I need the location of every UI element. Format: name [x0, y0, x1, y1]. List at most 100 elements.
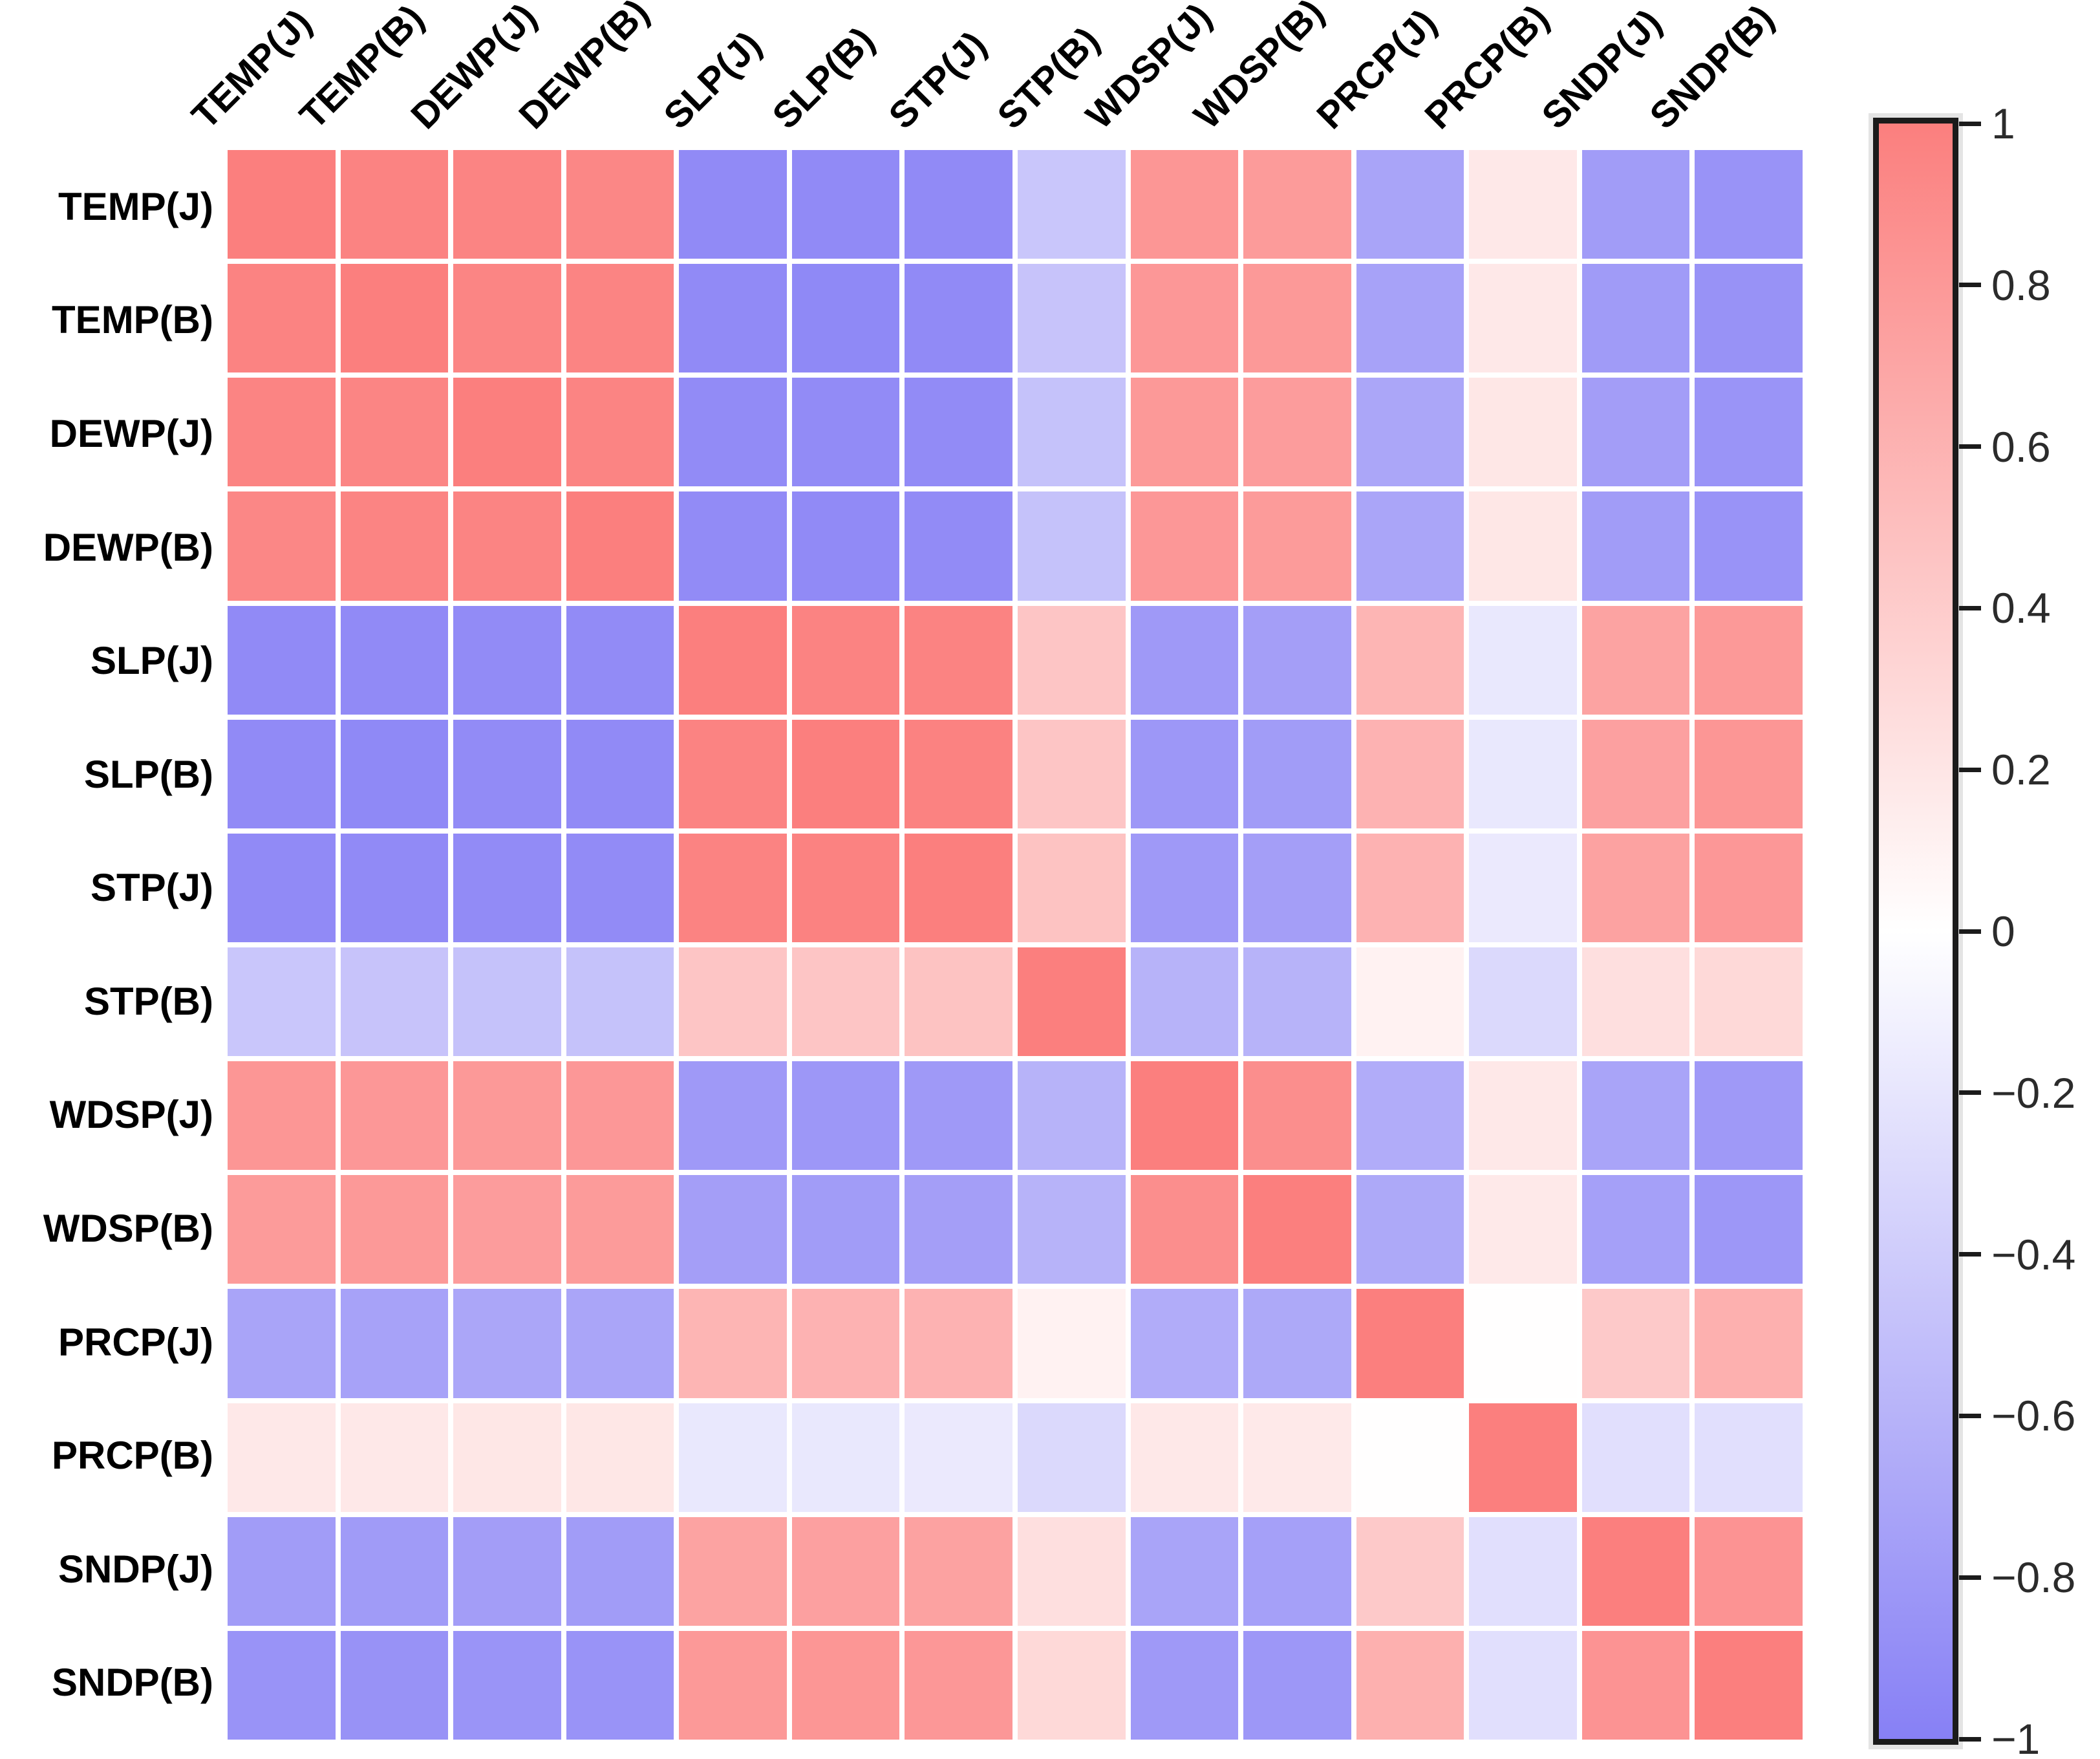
- heatmap-cell: [1695, 1516, 1803, 1626]
- heatmap-cell: [1581, 491, 1690, 601]
- heatmap-cell: [453, 1289, 561, 1398]
- colorbar-tick: [1959, 605, 1981, 610]
- heatmap-cell: [905, 605, 1012, 715]
- heatmap-cell: [453, 264, 561, 373]
- row-label: WDSP(J): [49, 1093, 213, 1137]
- heatmap-cell: [791, 947, 900, 1057]
- row-label: STP(J): [90, 866, 213, 910]
- heatmap-cell: [1017, 150, 1126, 259]
- heatmap-cell: [566, 1630, 674, 1740]
- row-label: SNDP(J): [58, 1547, 213, 1591]
- heatmap-cell: [1356, 1630, 1464, 1740]
- heatmap-cell: [791, 1175, 900, 1284]
- heatmap-cell: [340, 264, 449, 373]
- heatmap-cell: [1469, 719, 1577, 828]
- heatmap-cell: [1695, 1175, 1803, 1284]
- heatmap-cell: [340, 1061, 449, 1171]
- heatmap-cell: [791, 719, 900, 828]
- heatmap-cell: [679, 833, 787, 942]
- row-label: SNDP(B): [52, 1661, 213, 1705]
- row-label: SLP(J): [90, 639, 213, 683]
- heatmap-cell: [1356, 264, 1464, 373]
- heatmap-cell: [453, 378, 561, 487]
- heatmap-cell: [905, 1175, 1012, 1284]
- heatmap-cell: [791, 264, 900, 373]
- heatmap-cell: [1017, 833, 1126, 942]
- heatmap-cell: [1469, 491, 1577, 601]
- heatmap-cell: [1695, 833, 1803, 942]
- heatmap-cell: [1695, 719, 1803, 828]
- col-label: TEMP(J): [184, 1, 320, 137]
- heatmap-cell: [340, 1289, 449, 1398]
- heatmap-cell: [1017, 1289, 1126, 1398]
- heatmap-cell: [340, 833, 449, 942]
- heatmap-cell: [1469, 833, 1577, 942]
- heatmap-cell: [453, 150, 561, 259]
- heatmap-cell: [340, 491, 449, 601]
- heatmap-cell: [1356, 491, 1464, 601]
- heatmap-cell: [1130, 491, 1239, 601]
- heatmap-cell: [1356, 1403, 1464, 1512]
- heatmap-cell: [1130, 1403, 1239, 1512]
- heatmap-cell: [228, 1516, 336, 1626]
- heatmap-cell: [1695, 605, 1803, 715]
- heatmap-cell: [228, 833, 336, 942]
- heatmap-cell: [1356, 719, 1464, 828]
- heatmap-cell: [1130, 378, 1239, 487]
- heatmap-cell: [1581, 1061, 1690, 1171]
- heatmap-cell: [1243, 605, 1351, 715]
- heatmap-cell: [905, 947, 1012, 1057]
- heatmap-cell: [791, 150, 900, 259]
- colorbar-tick-label: 0.6: [1991, 422, 2051, 471]
- heatmap-cell: [453, 1516, 561, 1626]
- heatmap-cell: [1581, 1630, 1690, 1740]
- heatmap-cell: [1581, 150, 1690, 259]
- heatmap-cell: [566, 264, 674, 373]
- heatmap-cell: [1356, 378, 1464, 487]
- row-label: DEWP(J): [49, 411, 213, 455]
- col-label: SLP(B): [764, 19, 883, 137]
- heatmap-cell: [1243, 719, 1351, 828]
- heatmap-cell: [1017, 605, 1126, 715]
- row-label: STP(B): [84, 979, 213, 1023]
- row-label: TEMP(B): [52, 298, 213, 342]
- heatmap-cell: [1243, 947, 1351, 1057]
- heatmap-cell: [566, 1289, 674, 1398]
- heatmap-cell: [1130, 150, 1239, 259]
- heatmap-cell: [228, 378, 336, 487]
- heatmap-cell: [228, 605, 336, 715]
- heatmap-cell: [1130, 1630, 1239, 1740]
- heatmap-cell: [453, 491, 561, 601]
- heatmap-cell: [679, 605, 787, 715]
- heatmap-cell: [1695, 491, 1803, 601]
- colorbar-tick: [1959, 1736, 1981, 1742]
- heatmap-cell: [905, 491, 1012, 601]
- heatmap-cell: [453, 1403, 561, 1512]
- colorbar: [1873, 118, 1958, 1745]
- heatmap-cell: [905, 264, 1012, 373]
- heatmap-cell: [679, 378, 787, 487]
- heatmap-cell: [905, 833, 1012, 942]
- heatmap-cell: [1469, 1175, 1577, 1284]
- heatmap-cell: [1130, 1516, 1239, 1626]
- colorbar-tick-label: −0.6: [1991, 1392, 2076, 1440]
- heatmap-cell: [679, 1516, 787, 1626]
- heatmap-cell: [453, 833, 561, 942]
- heatmap-cell: [679, 1630, 787, 1740]
- heatmap-cell: [1017, 1061, 1126, 1171]
- colorbar-tick-label: −0.2: [1991, 1068, 2076, 1117]
- heatmap-cell: [679, 150, 787, 259]
- heatmap-cell: [340, 150, 449, 259]
- col-label: SNDP(J): [1534, 1, 1670, 137]
- heatmap-cell: [566, 491, 674, 601]
- heatmap-cell: [340, 1630, 449, 1740]
- heatmap-cell: [791, 378, 900, 487]
- heatmap-cell: [1469, 1403, 1577, 1512]
- heatmap-grid: [228, 150, 1803, 1740]
- row-label: TEMP(J): [58, 184, 213, 228]
- heatmap-cell: [1469, 378, 1577, 487]
- heatmap-cell: [1130, 605, 1239, 715]
- heatmap-cell: [905, 1061, 1012, 1171]
- heatmap-cell: [1243, 1630, 1351, 1740]
- heatmap-cell: [566, 947, 674, 1057]
